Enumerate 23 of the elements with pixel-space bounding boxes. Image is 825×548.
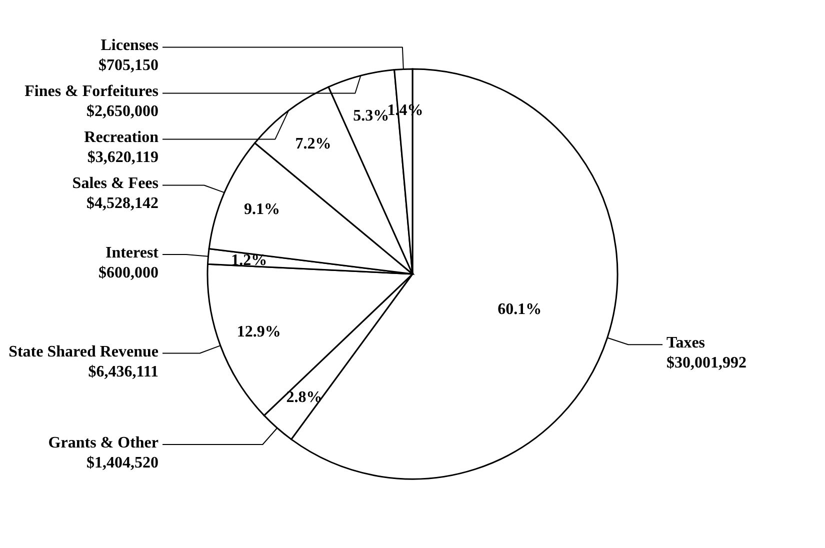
- text: 60.1%: [498, 301, 542, 318]
- text: 2.8%: [286, 389, 322, 406]
- text: 9.1%: [244, 200, 280, 218]
- data-label: $30,001,992: [666, 354, 746, 372]
- data-label: $4,528,142: [86, 195, 158, 212]
- slice-label: Grants & Other: [48, 434, 158, 452]
- slice-label: Licenses: [100, 37, 158, 54]
- data-label: $2,650,000: [86, 103, 158, 120]
- text: 12.9%: [236, 323, 281, 340]
- slice-label: Sales & Fees: [72, 175, 158, 192]
- slice-label: Recreation: [84, 129, 159, 146]
- slice-label: Interest: [105, 244, 160, 262]
- text: 1.2%: [231, 252, 268, 269]
- slice-label: Fines & Forfeitures: [24, 83, 158, 100]
- data-label: $3,620,119: [87, 149, 158, 166]
- slice-label: Taxes: [666, 334, 706, 352]
- data-label: $600,000: [98, 264, 158, 282]
- text: 7.2%: [295, 135, 332, 152]
- data-label: $1,404,520: [86, 454, 158, 472]
- slice-label: State Shared Revenue: [8, 343, 158, 360]
- data-label: $705,150: [98, 57, 158, 74]
- data-label: $6,436,111: [88, 363, 158, 380]
- text: 5.3%: [353, 107, 390, 124]
